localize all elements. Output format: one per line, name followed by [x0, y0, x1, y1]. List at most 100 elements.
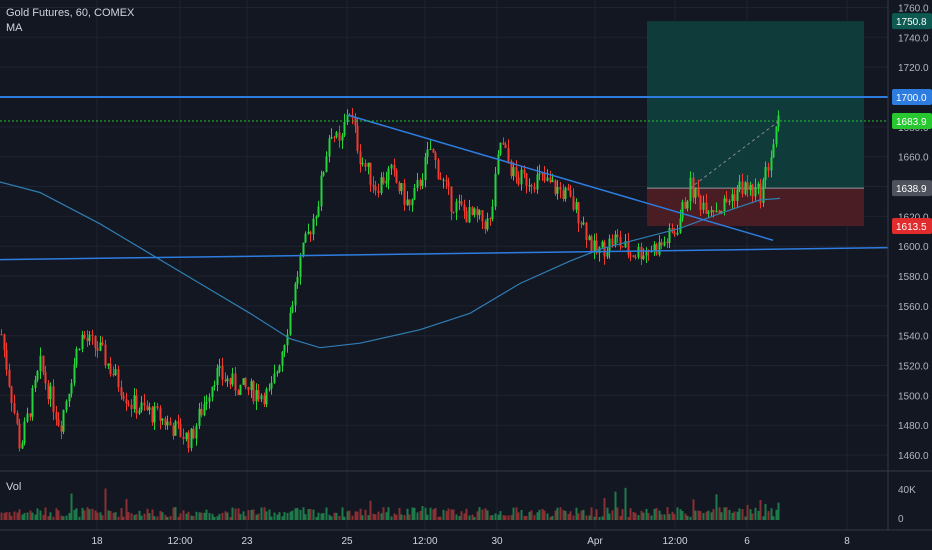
volume-bar [549, 516, 552, 520]
candle-body [601, 241, 604, 248]
volume-bar [47, 516, 50, 520]
volume-bar [694, 510, 697, 520]
candle-body [315, 216, 318, 219]
candle-body [585, 222, 588, 240]
volume-bar [143, 513, 146, 520]
volume-bar [211, 513, 214, 520]
candle-body [83, 334, 86, 339]
candle-body [5, 349, 8, 370]
price-tag-label: 1700.0 [896, 93, 927, 104]
candle-body [543, 173, 546, 181]
volume-bar [39, 510, 42, 520]
candle-body [52, 386, 55, 413]
candle-body [203, 403, 206, 416]
volume-bar [499, 511, 502, 520]
volume-bar [333, 512, 336, 520]
candle-body [764, 167, 767, 180]
candle-body [65, 401, 68, 411]
candle-body [699, 195, 702, 210]
candle-body [221, 365, 224, 380]
volume-bar [465, 508, 468, 520]
candle-body [159, 408, 162, 421]
candle-body [705, 202, 708, 214]
volume-bar [348, 510, 351, 520]
candle-body [398, 182, 401, 192]
volume-bar [109, 511, 112, 520]
candle-body [86, 338, 89, 341]
candle-body [491, 206, 494, 219]
volume-bar [582, 509, 585, 520]
candle-body [255, 390, 258, 402]
volume-bar [666, 507, 669, 520]
candle-body [29, 413, 32, 417]
volume-bar [356, 511, 359, 520]
volume-bar [5, 512, 8, 520]
volume-bar [686, 515, 689, 520]
volume-bar [590, 507, 593, 520]
candle-body [140, 402, 143, 411]
volume-bar [494, 513, 497, 520]
volume-bar [127, 512, 130, 520]
chart-title: Gold Futures, 60, COMEX [6, 7, 135, 19]
volume-bar [351, 515, 354, 520]
volume-bar [341, 507, 344, 520]
candle-body [515, 167, 518, 178]
candle-body [231, 373, 234, 385]
volume-bar [595, 509, 598, 520]
candle-body [359, 151, 362, 165]
volume-bar [309, 508, 312, 520]
candle-body [385, 180, 388, 184]
candle-body [770, 157, 773, 171]
x-tick-label: Apr [587, 536, 603, 547]
candle-body [146, 405, 149, 410]
candle-body [387, 168, 390, 181]
candle-body [611, 238, 614, 246]
volume-bar [478, 507, 481, 520]
volume-bar [239, 514, 242, 520]
volume-bar [177, 516, 180, 520]
volume-bar [369, 500, 372, 520]
volume-bar [281, 516, 284, 520]
candle-body [634, 256, 637, 258]
price-tag-label: 1750.8 [896, 17, 927, 28]
volume-bar [403, 515, 406, 520]
candle-body [328, 138, 331, 157]
volume-bar [42, 514, 45, 520]
volume-bar [684, 513, 687, 520]
volume-bar [473, 516, 476, 520]
volume-bar [637, 515, 640, 520]
volume-bar [182, 510, 185, 520]
indicator-label[interactable]: MA [6, 22, 23, 34]
x-tick-label: 25 [341, 536, 353, 547]
volume-bar [364, 509, 367, 520]
candle-body [148, 407, 151, 410]
y-tick-label: 1620.0 [898, 212, 929, 223]
volume-bar [361, 515, 364, 520]
volume-bar [663, 514, 666, 520]
candle-body [517, 177, 520, 185]
volume-bar [588, 515, 591, 520]
price-tag-horizontal-resistance [892, 88, 932, 105]
volume-bar [195, 511, 198, 520]
candle-body [330, 136, 333, 139]
candle-body [645, 250, 648, 256]
volume-bar [304, 514, 307, 520]
candle-body [208, 397, 211, 402]
volume-bar [317, 512, 320, 520]
candle-body [572, 196, 575, 210]
candle-body [429, 149, 432, 151]
volume-bar [426, 514, 429, 520]
candle-body [276, 371, 279, 374]
volume-bar [73, 509, 76, 520]
candle-body [452, 211, 455, 213]
volume-bar [510, 515, 513, 520]
volume-bar [772, 516, 775, 520]
support-trendline [0, 246, 889, 261]
candle-body [738, 181, 741, 190]
candle-body [8, 369, 11, 387]
volume-bar [169, 516, 172, 520]
volume-bar [432, 509, 435, 520]
volume-bar [8, 512, 11, 520]
volume-bar [94, 510, 97, 520]
